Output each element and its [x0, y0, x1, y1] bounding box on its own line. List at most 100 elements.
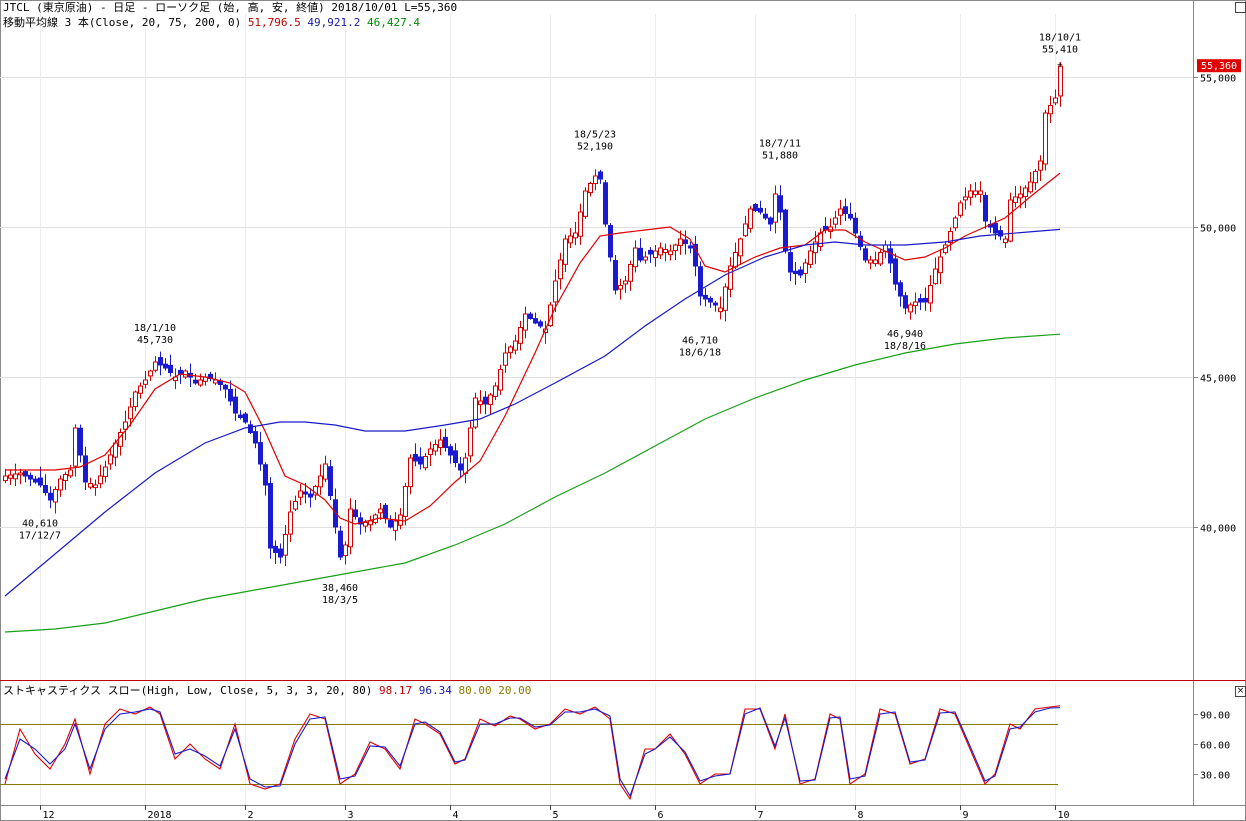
peak-value-label: 51,880	[762, 151, 798, 162]
candle-body-up	[153, 361, 158, 371]
candle-body-up	[948, 231, 953, 243]
candle-body-down	[698, 266, 703, 297]
x-tick-label: 9	[963, 810, 969, 821]
candle-body-up	[1013, 196, 1018, 203]
x-tick-label: 7	[758, 810, 764, 821]
ma75-value: 49,921.2	[307, 16, 361, 29]
candle-body-up	[468, 427, 473, 457]
candle-body-up	[643, 256, 648, 261]
window-icon[interactable]	[1235, 2, 1246, 13]
candle-body-down	[43, 485, 48, 493]
ma20-line	[5, 172, 1061, 525]
candle-body-up	[1008, 199, 1013, 242]
candle-body-up	[63, 474, 68, 482]
candle-body-up	[813, 241, 818, 254]
candle-body-up	[523, 313, 528, 331]
peak-date-label: 18/7/11	[759, 139, 801, 150]
candle-body-up	[408, 457, 413, 488]
stoch-upper-value: 80.00	[458, 684, 492, 697]
candle-body-down	[243, 413, 248, 423]
candle-body-down	[268, 483, 273, 549]
candle-body-down	[23, 471, 28, 477]
candle-body-up	[433, 444, 438, 452]
stoch-d-value: 96.34	[418, 684, 452, 697]
candle-body-up	[673, 244, 678, 252]
candle-body-up	[298, 490, 303, 498]
x-tick-label: 10	[1058, 810, 1070, 821]
candle-body-up	[68, 469, 73, 477]
y-tick-label-price: 40,000	[1200, 524, 1236, 535]
candle-body-up	[148, 370, 153, 377]
candle-body-down	[613, 260, 618, 291]
candle-body-down	[638, 247, 643, 261]
candle-body-up	[558, 259, 563, 280]
candle-body-down	[648, 249, 653, 255]
candle-body-down	[693, 243, 698, 267]
candle-body-down	[448, 446, 453, 456]
candle-body-up	[1043, 112, 1048, 165]
ma-legend-label: 移動平均線 3 本(Close, 20, 75, 200, 0)	[3, 16, 242, 29]
candle-body-up	[878, 252, 883, 265]
trough-date-label: 17/12/7	[19, 531, 61, 542]
candle-body-up	[838, 208, 843, 216]
candle-body-down	[603, 182, 608, 225]
candle-body-down	[358, 517, 363, 525]
candle-body-up	[98, 475, 103, 485]
stoch-d-line	[4, 707, 1061, 798]
candle-body-up	[423, 456, 428, 469]
close-icon[interactable]: ×	[1235, 686, 1246, 697]
candle-body-down	[688, 245, 693, 249]
candle-body-up	[668, 250, 673, 256]
candle-body-down	[458, 463, 463, 471]
candle-body-down	[308, 493, 313, 498]
y-tick-label-osc: 30.00	[1200, 771, 1230, 782]
candle-body-up	[488, 394, 493, 406]
candle-body-down	[388, 519, 393, 528]
candle-body-up	[588, 183, 593, 194]
last-marker: +	[1057, 61, 1063, 71]
stoch-lower-value: 20.00	[498, 684, 532, 697]
candle-body-up	[123, 421, 128, 430]
chart-title: JTCL (東京原油) - 日足 - ローソク足 (始, 高, 安, 終値)	[3, 1, 325, 14]
candle-body-down	[528, 313, 533, 319]
candle-body-up	[618, 285, 623, 290]
candle-body-down	[998, 230, 1003, 237]
candle-body-up	[18, 472, 23, 476]
candle-body-up	[428, 448, 433, 455]
peak-date-label: 18/1/10	[134, 323, 176, 334]
candle-body-up	[628, 264, 633, 282]
ma200-line	[4, 333, 1061, 633]
candle-body-up	[293, 501, 298, 510]
candle-body-down	[918, 298, 923, 303]
candle-body-up	[833, 217, 838, 225]
peak-value-label: 55,410	[1042, 45, 1078, 56]
candle-body-up	[1053, 97, 1058, 104]
candle-body-up	[8, 474, 13, 479]
candle-body-down	[703, 294, 708, 300]
x-tick-label: 12	[43, 810, 55, 821]
ma-legend: 移動平均線 3 本(Close, 20, 75, 200, 0) 51,796.…	[3, 16, 420, 29]
candle-body-up	[663, 249, 668, 253]
candle-body-up	[938, 256, 943, 274]
candle-body-up	[463, 457, 468, 474]
candle-body-up	[733, 252, 738, 268]
chart-header: JTCL (東京原油) - 日足 - ローソク足 (始, 高, 安, 終値) 2…	[3, 1, 457, 14]
candle-body-down	[888, 248, 893, 264]
candle-body-down	[788, 252, 793, 273]
candle-body-up	[868, 259, 873, 264]
candle-body-up	[503, 352, 508, 366]
candle-body-up	[288, 511, 293, 535]
candle-body-up	[1058, 65, 1063, 97]
x-tick-label: 2018	[148, 810, 172, 821]
ma200-value: 46,427.4	[367, 16, 421, 29]
candle-body-down	[248, 424, 253, 434]
candle-body-down	[158, 357, 163, 366]
candle-body-up	[933, 268, 938, 285]
candle-body-down	[443, 436, 448, 448]
x-tick-label: 8	[858, 810, 864, 821]
trough-value-label: 46,710	[682, 336, 718, 347]
candle-body-down	[843, 206, 848, 214]
candle-body-up	[1028, 181, 1033, 193]
candle-body-up	[963, 196, 968, 201]
